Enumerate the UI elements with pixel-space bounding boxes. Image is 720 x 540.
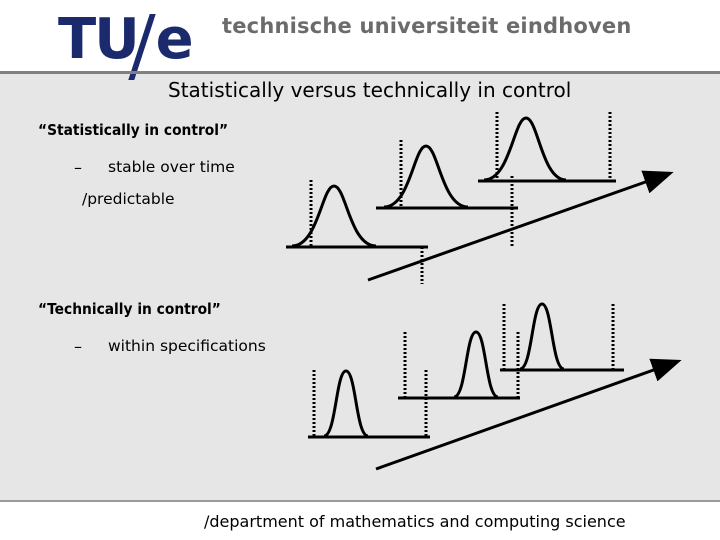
- distribution-curve: [478, 112, 616, 183]
- distribution-curve: [308, 332, 430, 439]
- header-bar: [0, 0, 720, 72]
- distribution-curve: [398, 330, 520, 436]
- bullet-within-specifications: within specifications: [108, 337, 266, 355]
- slide-title: Statistically versus technically in cont…: [168, 78, 572, 102]
- section-heading-statistical: “Statistically in control”: [38, 121, 229, 139]
- header-divider: [0, 71, 720, 74]
- section-heading-technical: “Technically in control”: [38, 300, 221, 318]
- trend-arrow: [367, 170, 674, 282]
- distribution-curve: [286, 180, 428, 284]
- distribution-curve: [500, 302, 624, 372]
- bullet-marker: –: [74, 158, 82, 177]
- footer-department: /department of mathematics and computing…: [204, 512, 626, 531]
- technical-control-diagram: [308, 302, 682, 471]
- distribution-curve: [376, 140, 518, 246]
- footer-bar: [0, 502, 720, 540]
- logo-text-tu: TU: [58, 7, 140, 72]
- bullet-marker: –: [74, 337, 82, 356]
- trend-arrow: [375, 358, 682, 471]
- logo-text-e: e: [155, 7, 194, 72]
- bullet-stable-over-time: stable over time: [108, 158, 235, 176]
- tue-logo: TU e: [58, 7, 194, 72]
- footer-divider: [0, 500, 720, 502]
- bullet-continuation-predictable: /predictable: [82, 190, 175, 208]
- statistical-control-diagram: [286, 112, 674, 284]
- university-name: technische universiteit eindhoven: [222, 14, 632, 38]
